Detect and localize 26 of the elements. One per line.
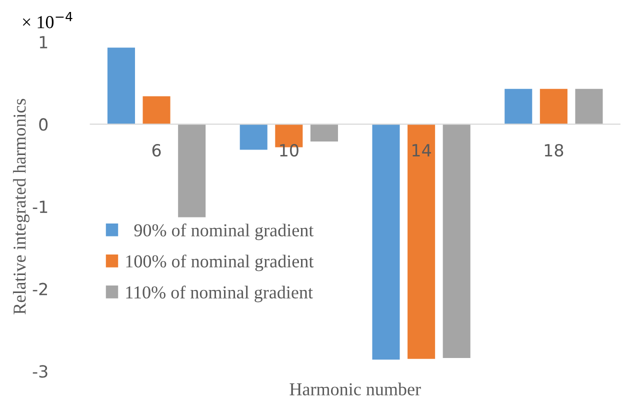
- y-tick-label: 0: [39, 118, 48, 131]
- bar: [372, 124, 400, 360]
- x-tick-label: 6: [152, 144, 161, 157]
- bar: [442, 124, 470, 358]
- legend-label: 90% of nominal gradient: [134, 224, 314, 240]
- x-tick-label: 14: [412, 144, 431, 156]
- bar: [310, 124, 338, 142]
- x-tick-label: 10: [280, 144, 298, 157]
- bar: [575, 88, 603, 124]
- y-tick-label: -2: [32, 282, 47, 296]
- y-tick-label: -3: [32, 365, 48, 378]
- bar: [408, 124, 436, 359]
- legend-label: 110% of nominal gradient: [126, 286, 313, 302]
- x-axis-title: Harmonic number: [290, 382, 421, 396]
- legend-label: 100% of nominal gradient: [126, 254, 314, 272]
- text: × 10$^{−4}$: [22, 12, 72, 28]
- bar: [240, 124, 268, 150]
- y-tick-label: -1: [32, 200, 48, 213]
- bar: [107, 48, 135, 124]
- bar: [142, 96, 170, 124]
- bar: [178, 124, 206, 218]
- y-axis-title: Relative integrated harmonics: [13, 98, 30, 314]
- x-tick-label: 18: [544, 144, 564, 157]
- bar: [540, 88, 568, 124]
- bar: [504, 88, 532, 124]
- y-tick-label: 1: [40, 36, 48, 48]
